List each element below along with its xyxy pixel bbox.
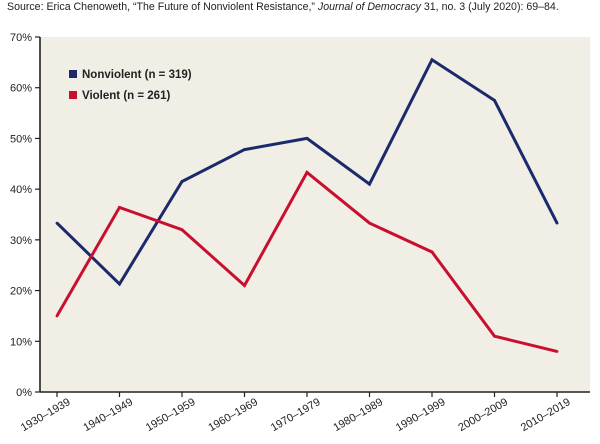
data-point xyxy=(180,228,184,232)
chart-source-note: Source: Erica Chenoweth, “The Future of … xyxy=(7,1,559,13)
y-tick-label: 40% xyxy=(10,184,32,196)
chart-legend: Nonviolent (n = 319) Violent (n = 261) xyxy=(69,69,192,102)
data-point xyxy=(305,137,309,140)
data-point xyxy=(555,221,559,225)
data-point xyxy=(493,98,496,102)
data-point xyxy=(555,350,559,353)
data-point xyxy=(430,58,434,62)
source-suffix: 31, no. 3 (July 2020): 69–84. xyxy=(420,1,559,13)
x-tick-label: 1980–1989 xyxy=(331,396,385,434)
source-journal-title: Journal of Democracy xyxy=(317,1,421,13)
y-tick-label: 50% xyxy=(10,133,32,145)
series-lines xyxy=(55,57,559,353)
y-tick-label: 30% xyxy=(10,235,32,247)
data-point xyxy=(180,180,184,183)
plot-area xyxy=(40,37,590,392)
data-point xyxy=(118,206,121,209)
x-tick-label: 1960–1969 xyxy=(206,396,260,434)
x-tick-label: 1930–1939 xyxy=(19,396,73,434)
y-tick-label: 0% xyxy=(16,387,32,399)
data-point xyxy=(243,284,246,287)
y-axis-ticks: 0% 10% 20% 30% 40% 50% 60% 70% xyxy=(10,32,40,399)
data-point xyxy=(243,148,246,151)
x-tick-label: 2010–2019 xyxy=(519,396,573,434)
data-point xyxy=(430,250,434,254)
source-prefix: Source: Erica Chenoweth, “The Future of … xyxy=(7,1,318,13)
legend-swatch xyxy=(69,70,77,78)
y-tick-label: 60% xyxy=(10,83,32,95)
x-tick-label: 1990–1999 xyxy=(394,396,448,434)
data-point xyxy=(305,171,309,174)
x-tick-label: 1940–1949 xyxy=(81,396,135,434)
data-point xyxy=(55,221,59,225)
y-tick-label: 10% xyxy=(10,336,32,348)
data-point xyxy=(368,182,371,186)
legend-label: Nonviolent (n = 319) xyxy=(82,69,192,81)
x-axis-ticks: 1930–1939 1940–1949 1950–1959 1960–1969 1970… xyxy=(19,392,573,434)
data-point xyxy=(493,334,496,338)
y-tick-label: 20% xyxy=(10,286,32,298)
legend-swatch xyxy=(69,91,77,99)
data-point xyxy=(118,282,121,286)
x-tick-label: 1950–1959 xyxy=(144,396,198,434)
data-point xyxy=(368,221,371,225)
x-tick-label: 1970–1979 xyxy=(269,396,323,434)
y-tick-label: 70% xyxy=(10,32,32,44)
legend-label: Violent (n = 261) xyxy=(82,90,170,102)
x-tick-label: 2000–2009 xyxy=(456,396,510,434)
data-point xyxy=(55,314,59,318)
